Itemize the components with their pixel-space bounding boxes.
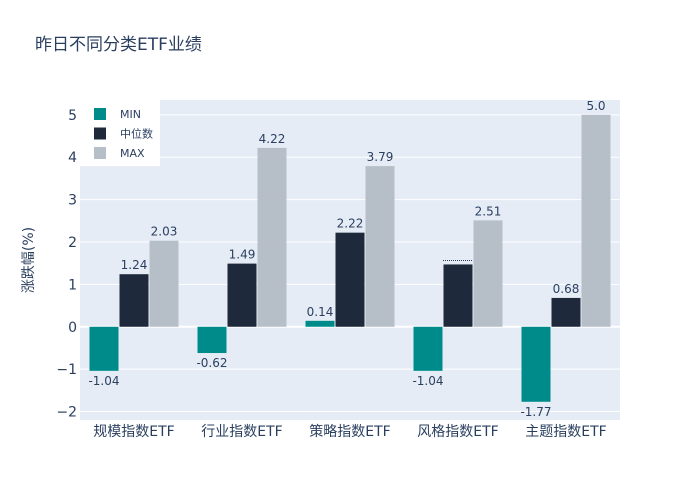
bar-1-1[interactable] bbox=[227, 263, 257, 327]
bar-1-3[interactable] bbox=[443, 264, 473, 327]
data-label: 2.03 bbox=[151, 225, 178, 239]
y-tick-label: 2 bbox=[68, 235, 77, 251]
bar-1-2[interactable] bbox=[335, 232, 365, 327]
data-label: 1.24 bbox=[121, 258, 148, 272]
legend-label[interactable]: MIN bbox=[120, 108, 141, 121]
bar-2-2[interactable] bbox=[365, 166, 395, 327]
legend-swatch[interactable] bbox=[94, 108, 106, 120]
bar-0-2[interactable] bbox=[305, 320, 335, 327]
bar-2-1[interactable] bbox=[257, 147, 287, 327]
x-tick-label: 风格指数ETF bbox=[417, 424, 498, 440]
data-label: 1.49 bbox=[229, 248, 256, 262]
x-tick-label: 行业指数ETF bbox=[201, 424, 282, 440]
bar-1-4[interactable] bbox=[551, 297, 581, 327]
legend-swatch[interactable] bbox=[94, 147, 106, 159]
bar-1-0[interactable] bbox=[119, 274, 149, 327]
legend-swatch[interactable] bbox=[94, 127, 106, 140]
data-label: 5.0 bbox=[586, 99, 605, 113]
data-label: 0.68 bbox=[553, 282, 580, 296]
x-tick-label: 规模指数ETF bbox=[93, 424, 174, 440]
bar-0-3[interactable] bbox=[413, 326, 443, 371]
legend-box bbox=[80, 100, 160, 166]
y-tick-label: 1 bbox=[68, 277, 77, 293]
bar-0-0[interactable] bbox=[89, 326, 119, 371]
x-tick-label: 主题指数ETF bbox=[525, 424, 606, 440]
y-tick-label: 3 bbox=[68, 193, 77, 209]
y-tick-label: −1 bbox=[56, 362, 77, 378]
bar-0-1[interactable] bbox=[197, 326, 227, 354]
y-tick-label: 5 bbox=[68, 108, 77, 124]
data-label: 0.14 bbox=[307, 305, 334, 319]
bar-0-4[interactable] bbox=[521, 326, 551, 402]
data-label: 2.22 bbox=[337, 217, 364, 231]
y-axis-ticks: −2 −1 0 1 2 3 4 5 bbox=[56, 108, 77, 421]
data-label: 2.51 bbox=[475, 204, 502, 218]
data-label: -0.62 bbox=[196, 356, 227, 370]
data-label: -1.04 bbox=[412, 374, 443, 388]
data-label: 4.22 bbox=[259, 132, 286, 146]
bars bbox=[89, 114, 611, 402]
legend[interactable]: MIN 中位数 MAX bbox=[80, 100, 160, 166]
x-tick-label: 策略指数ETF bbox=[309, 423, 390, 440]
data-label: -1.04 bbox=[88, 374, 119, 388]
data-label: -1.77 bbox=[520, 405, 551, 419]
y-tick-label: 4 bbox=[68, 150, 77, 166]
y-tick-label: 0 bbox=[68, 320, 77, 336]
chart-title: 昨日不同分类ETF业绩 bbox=[35, 35, 202, 55]
legend-label[interactable]: 中位数 bbox=[120, 127, 153, 141]
bar-2-3[interactable] bbox=[473, 220, 503, 327]
bar-2-0[interactable] bbox=[149, 240, 179, 327]
legend-label[interactable]: MAX bbox=[120, 147, 145, 160]
data-label: 3.79 bbox=[367, 150, 394, 164]
x-axis-ticks: 规模指数ETF 行业指数ETF 策略指数ETF 风格指数ETF 主题指数ETF bbox=[93, 423, 606, 440]
y-axis-title: 涨跌幅(%) bbox=[21, 227, 37, 293]
bar-2-4[interactable] bbox=[581, 114, 611, 327]
data-labels: -1.04 1.24 2.03 -0.62 1.49 4.22 0.14 2.22 3.79 -1… bbox=[88, 99, 605, 419]
y-tick-label: −2 bbox=[56, 405, 77, 421]
